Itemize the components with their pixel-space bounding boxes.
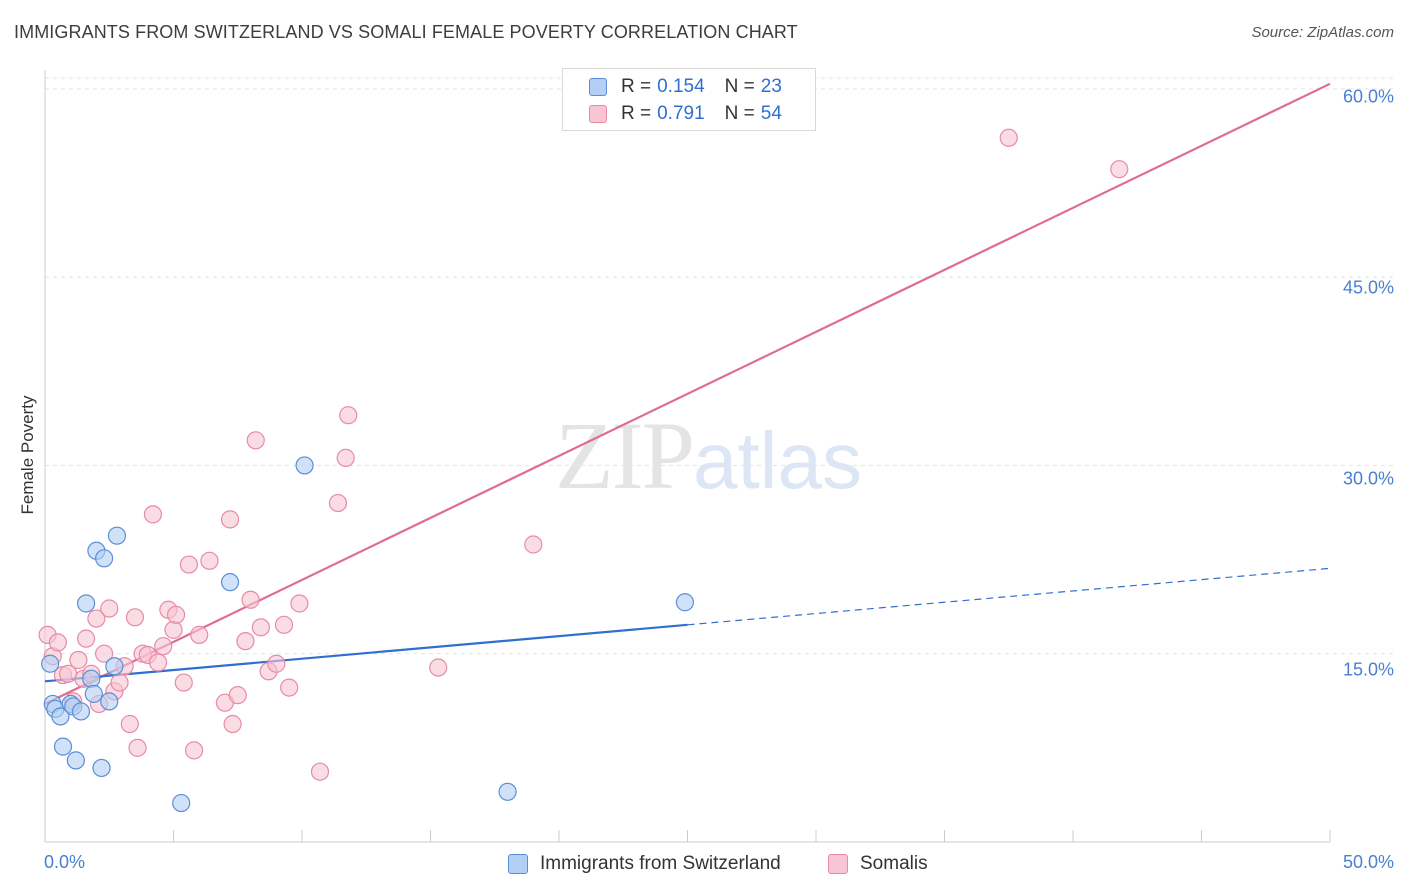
data-point-somalis xyxy=(166,605,186,624)
data-point-switzerland xyxy=(82,669,101,688)
data-point-somalis xyxy=(246,431,265,450)
data-point-somalis xyxy=(223,714,242,734)
legend-item-somalis[interactable]: Somalis xyxy=(828,852,928,876)
legend-r-value: 0.154 xyxy=(657,76,705,97)
data-point-somalis xyxy=(220,510,240,529)
data-point-somalis xyxy=(174,673,193,692)
y-tick-label: 15.0% xyxy=(1342,659,1394,680)
data-point-somalis xyxy=(190,625,209,644)
data-point-somalis xyxy=(236,632,255,651)
data-point-switzerland xyxy=(172,793,191,813)
data-point-somalis xyxy=(999,128,1018,147)
data-point-somalis xyxy=(87,609,106,628)
data-point-somalis xyxy=(200,551,219,570)
data-point-switzerland xyxy=(100,692,119,711)
data-point-somalis xyxy=(228,686,247,705)
data-point-switzerland xyxy=(92,758,111,778)
x-tick-label-min: 0.0% xyxy=(44,852,86,872)
data-point-switzerland xyxy=(220,573,240,592)
data-point-somalis xyxy=(128,738,147,757)
legend-n-label: N = xyxy=(724,103,755,124)
data-point-somalis xyxy=(184,741,204,760)
grid-layer xyxy=(45,77,1395,655)
data-point-somalis xyxy=(125,608,145,627)
data-point-somalis xyxy=(336,448,355,467)
legend-r-label: R = xyxy=(621,103,652,124)
data-point-switzerland xyxy=(41,654,60,673)
legend-item-switzerland[interactable]: Immigrants from Switzerland xyxy=(508,852,781,876)
legend-swatch-blue xyxy=(589,78,607,96)
data-point-somalis xyxy=(241,590,260,609)
data-point-somalis xyxy=(310,762,330,781)
data-point-somalis xyxy=(100,599,119,618)
legend-row-somalis: R = 0.791 N = 54 xyxy=(589,102,782,126)
legend-label: Immigrants from Switzerland xyxy=(540,853,781,874)
x-tick-label-max: 50.0% xyxy=(1342,852,1394,872)
y-tick-label: 30.0% xyxy=(1342,468,1394,489)
data-point-switzerland xyxy=(675,593,695,612)
legend-row-switzerland: R = 0.154 N = 23 xyxy=(589,75,782,99)
data-point-switzerland xyxy=(295,456,314,475)
watermark-zip: ZIP xyxy=(555,402,695,509)
data-point-somalis xyxy=(274,615,294,634)
data-point-switzerland xyxy=(51,707,70,726)
data-point-switzerland xyxy=(77,594,96,613)
data-point-somalis xyxy=(179,555,199,574)
legend-swatch-pink xyxy=(589,105,607,123)
data-point-somalis xyxy=(48,633,67,652)
y-tick-label: 45.0% xyxy=(1342,277,1394,298)
trendline-switzerland-extension xyxy=(687,567,1331,626)
data-point-somalis xyxy=(524,535,543,554)
legend-n-label: N = xyxy=(724,76,755,97)
watermark-atlas: atlas xyxy=(693,416,862,505)
stats-legend: R = 0.154 N = 23 R = 0.791 N = 54 xyxy=(562,68,816,131)
data-point-switzerland xyxy=(107,526,127,545)
data-point-somalis xyxy=(267,654,286,673)
source-label: Source: ZipAtlas.com xyxy=(1251,24,1394,41)
legend-n-value: 23 xyxy=(760,76,782,97)
chart-title: IMMIGRANTS FROM SWITZERLAND VS SOMALI FE… xyxy=(14,22,798,42)
data-point-somalis xyxy=(429,658,448,677)
data-point-somalis xyxy=(143,505,163,524)
data-point-somalis xyxy=(251,618,270,637)
legend-r-label: R = xyxy=(621,76,652,97)
legend-n-value: 54 xyxy=(760,103,782,124)
data-point-somalis xyxy=(164,620,183,639)
data-point-somalis xyxy=(69,650,88,670)
data-point-switzerland xyxy=(66,751,85,770)
data-point-switzerland xyxy=(105,657,124,676)
data-point-somalis xyxy=(328,493,348,513)
data-point-switzerland xyxy=(71,702,91,721)
data-point-somalis xyxy=(110,673,129,692)
data-point-somalis xyxy=(339,406,358,425)
trendline-switzerland xyxy=(44,623,688,683)
data-point-somalis xyxy=(77,629,96,648)
data-point-somalis xyxy=(154,637,173,656)
legend-label: Somalis xyxy=(860,853,928,874)
data-point-somalis xyxy=(280,678,299,697)
legend-r-value: 0.791 xyxy=(657,103,705,124)
data-point-somalis xyxy=(290,594,309,613)
axis-layer xyxy=(44,70,1331,843)
data-point-somalis xyxy=(95,644,114,663)
data-point-switzerland xyxy=(498,782,517,801)
data-point-somalis xyxy=(1110,160,1129,179)
legend-swatch-blue xyxy=(508,854,528,874)
data-point-somalis xyxy=(148,653,168,672)
data-point-switzerland xyxy=(84,684,103,703)
data-point-switzerland xyxy=(53,737,73,756)
data-point-switzerland xyxy=(95,549,114,568)
legend-swatch-pink xyxy=(828,854,848,874)
points-layer xyxy=(38,128,1129,813)
watermark: ZIPatlas xyxy=(555,400,862,511)
y-tick-label: 60.0% xyxy=(1342,86,1394,107)
y-axis-label: Female Poverty xyxy=(18,395,37,515)
data-point-somalis xyxy=(120,714,139,734)
